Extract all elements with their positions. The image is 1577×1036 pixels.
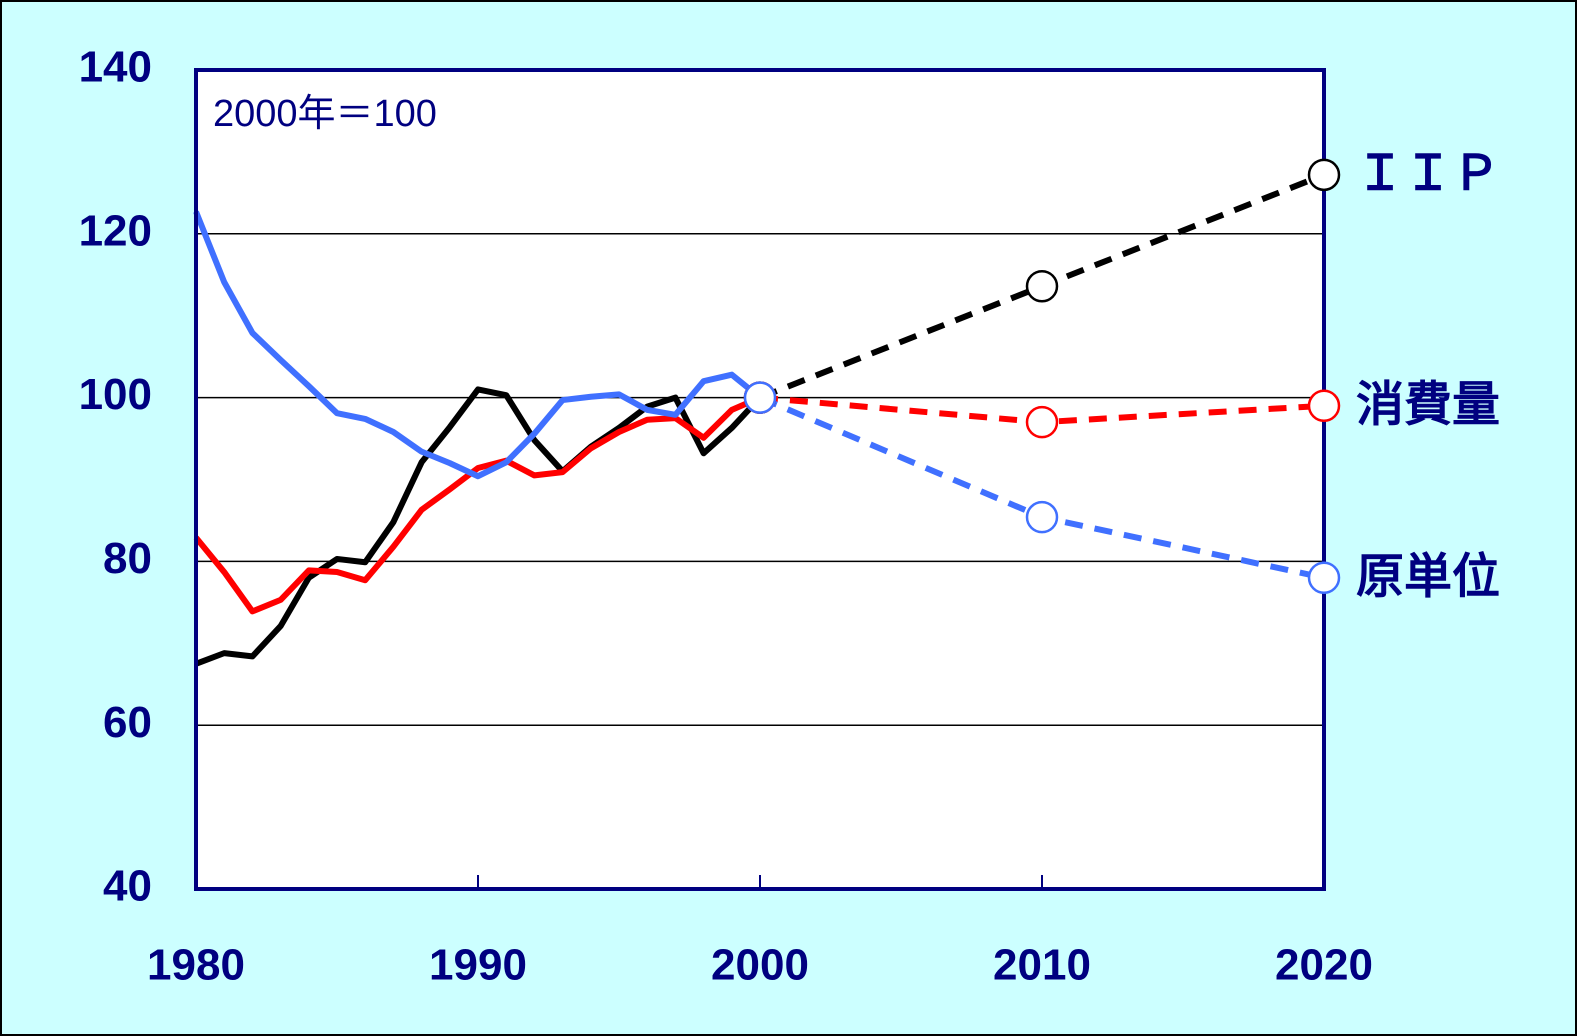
plot-area <box>196 70 1324 889</box>
series-line <box>194 386 763 667</box>
y-tick-label: 140 <box>79 43 152 92</box>
series-line <box>193 210 762 480</box>
y-tick-label: 120 <box>79 206 152 255</box>
x-tick-label: 2020 <box>1275 941 1373 990</box>
projection-marker <box>1307 158 1341 192</box>
series-line <box>193 394 762 615</box>
series-label: ＩＩＰ <box>1356 148 1500 201</box>
y-tick-label: 80 <box>103 534 152 583</box>
series-label: 原単位 <box>1356 550 1500 603</box>
annotation: 2000年＝100 <box>213 93 437 135</box>
y-tick-label: 100 <box>79 370 152 419</box>
x-tick-label: 1980 <box>147 941 245 990</box>
y-tick-label: 60 <box>103 698 152 747</box>
projection-marker <box>743 381 777 414</box>
projection-marker <box>1307 561 1341 595</box>
x-tick-label: 2000 <box>711 941 809 990</box>
plot-border <box>194 68 1326 891</box>
projection-marker <box>1025 500 1059 534</box>
projection-marker <box>1307 389 1341 423</box>
series-label: 消費量 <box>1356 378 1500 431</box>
projection-marker <box>1025 405 1059 439</box>
projection-marker <box>1025 269 1059 303</box>
x-tick-label: 1990 <box>429 941 527 990</box>
y-tick-label: 40 <box>103 862 152 911</box>
x-tick-label: 2010 <box>993 941 1091 990</box>
